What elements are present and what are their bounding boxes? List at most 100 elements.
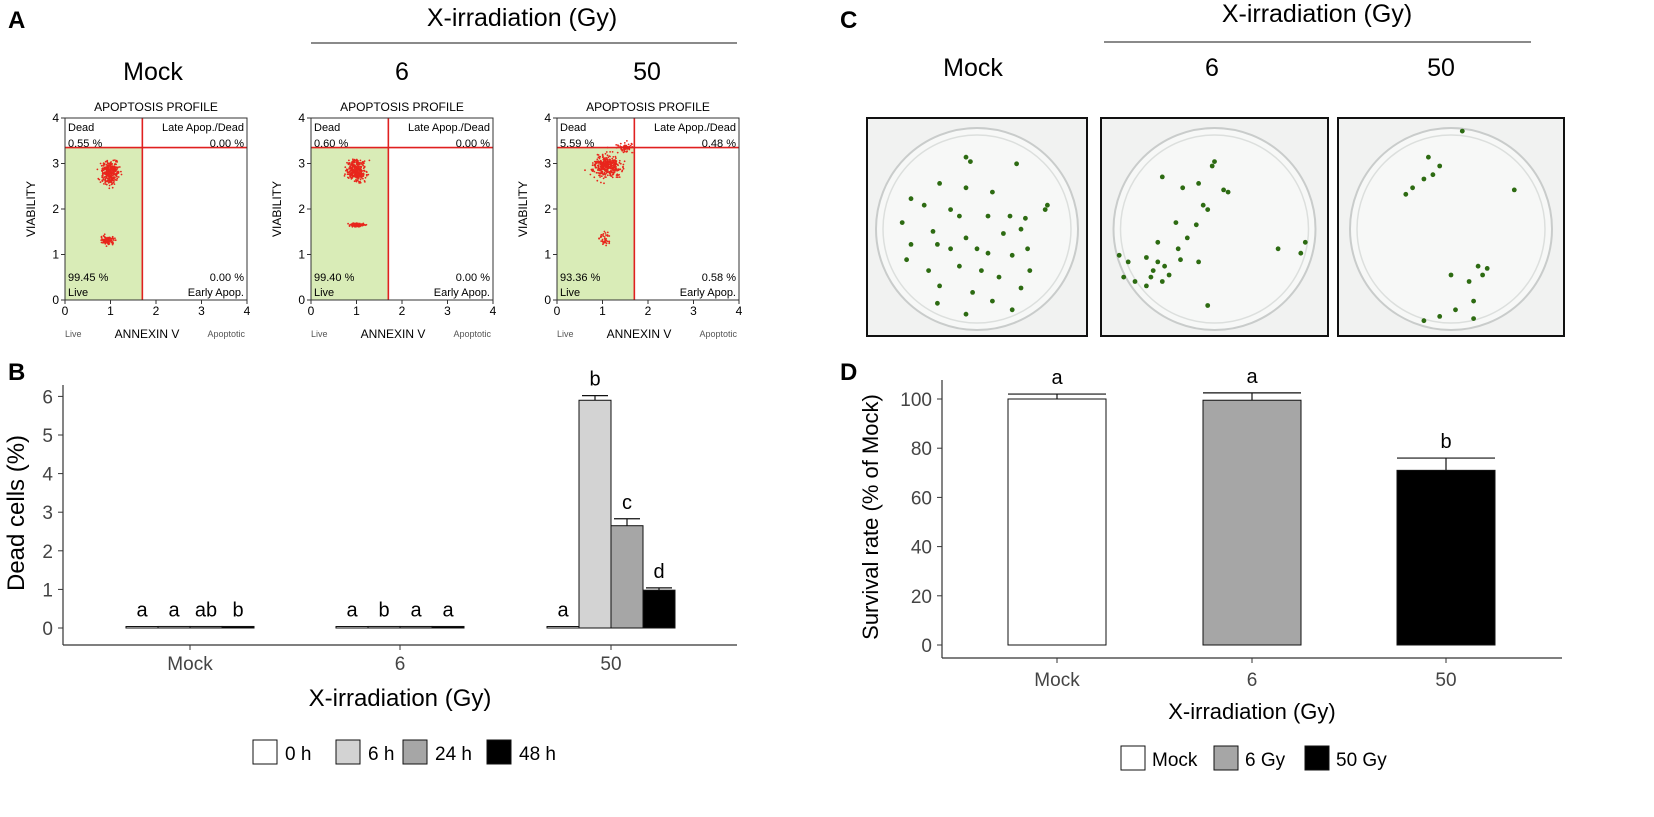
colony bbox=[1430, 172, 1436, 178]
event-dot bbox=[606, 240, 609, 243]
event-dot bbox=[595, 171, 598, 174]
event-dot bbox=[593, 170, 596, 173]
colony bbox=[1027, 268, 1033, 273]
x-tick-label: 50 bbox=[1435, 670, 1456, 691]
event-dot bbox=[596, 162, 598, 164]
event-dot bbox=[611, 157, 614, 160]
event-dot bbox=[606, 171, 609, 174]
y-tick-label: 2 bbox=[42, 542, 53, 563]
y-tick-label: 0 bbox=[42, 619, 53, 640]
colony bbox=[908, 196, 914, 202]
event-dot bbox=[607, 165, 610, 168]
event-dot bbox=[107, 236, 109, 239]
y-tick-label: 2 bbox=[298, 202, 305, 216]
event-dot bbox=[113, 163, 116, 166]
event-dot bbox=[111, 242, 114, 244]
event-dot bbox=[613, 161, 616, 164]
event-dot bbox=[618, 173, 620, 176]
event-dot bbox=[108, 174, 111, 177]
event-dot bbox=[109, 167, 111, 170]
colony bbox=[1007, 213, 1013, 219]
event-dot bbox=[106, 160, 109, 163]
event-dot bbox=[102, 241, 104, 244]
colony bbox=[1175, 246, 1181, 252]
x-axis-note-apoptotic: Apoptotic bbox=[453, 329, 491, 339]
event-dot bbox=[614, 155, 617, 158]
event-dot bbox=[626, 140, 628, 142]
event-dot bbox=[357, 177, 360, 180]
event-dot bbox=[353, 174, 355, 177]
event-dot bbox=[115, 160, 117, 163]
bar bbox=[157, 625, 191, 629]
event-dot bbox=[102, 167, 104, 170]
event-dot bbox=[107, 164, 110, 167]
colony bbox=[1045, 202, 1050, 208]
panel-a-col-50: 50 bbox=[633, 58, 661, 86]
event-dot bbox=[608, 158, 611, 161]
quadrant-value-live: 93.36 % bbox=[560, 272, 601, 284]
event-dot bbox=[599, 176, 601, 178]
x-tick-label: 0 bbox=[62, 304, 69, 318]
event-dot bbox=[102, 240, 105, 242]
colony bbox=[1193, 222, 1199, 228]
scatter-events bbox=[96, 159, 123, 248]
panel-c-letter: C bbox=[840, 7, 857, 34]
event-dot bbox=[623, 149, 626, 152]
event-dot bbox=[602, 233, 605, 235]
event-dot bbox=[359, 173, 362, 176]
event-dot bbox=[367, 173, 370, 176]
event-dot bbox=[600, 170, 603, 173]
bar bbox=[546, 626, 580, 629]
event-dot bbox=[358, 169, 360, 172]
y-tick-label: 2 bbox=[52, 202, 59, 216]
significance-letter: a bbox=[557, 600, 569, 622]
event-dot bbox=[106, 173, 108, 176]
event-dot bbox=[111, 170, 113, 173]
bar bbox=[578, 399, 612, 629]
event-dot bbox=[104, 160, 107, 163]
x-tick-label: 50 bbox=[600, 654, 621, 675]
event-dot bbox=[104, 177, 107, 180]
event-dot bbox=[354, 169, 356, 172]
event-dot bbox=[607, 161, 610, 164]
y-tick-label: 5 bbox=[42, 426, 53, 447]
colony bbox=[899, 220, 905, 226]
petri-dish bbox=[1349, 127, 1553, 331]
event-dot bbox=[622, 151, 625, 154]
event-dot bbox=[350, 172, 353, 175]
event-dot bbox=[353, 180, 356, 183]
event-dot bbox=[113, 183, 116, 186]
event-dot bbox=[612, 156, 615, 158]
event-dot bbox=[348, 167, 351, 170]
event-dot bbox=[347, 176, 349, 179]
event-dot bbox=[598, 169, 601, 172]
event-dot bbox=[110, 163, 112, 165]
event-dot bbox=[631, 151, 633, 154]
event-dot bbox=[362, 163, 364, 165]
event-dot bbox=[363, 169, 366, 172]
event-dot bbox=[606, 174, 609, 177]
legend-swatch bbox=[252, 739, 278, 765]
event-dot bbox=[112, 179, 115, 182]
event-dot bbox=[113, 170, 115, 173]
colony bbox=[1221, 187, 1226, 193]
event-dot bbox=[606, 234, 609, 237]
event-dot bbox=[103, 163, 106, 166]
event-dot bbox=[609, 151, 611, 153]
event-dot bbox=[615, 160, 618, 162]
event-dot bbox=[362, 164, 365, 167]
event-dot bbox=[608, 242, 611, 245]
colony bbox=[963, 185, 969, 191]
event-dot bbox=[356, 166, 358, 169]
colony bbox=[935, 242, 940, 247]
event-dot bbox=[351, 174, 353, 177]
scatter-events bbox=[584, 140, 635, 247]
bar bbox=[1007, 398, 1107, 646]
event-dot bbox=[112, 159, 115, 162]
event-dot bbox=[616, 176, 619, 179]
event-dot bbox=[348, 159, 350, 162]
colony bbox=[1466, 279, 1472, 284]
colony bbox=[937, 181, 942, 186]
event-dot bbox=[598, 172, 601, 175]
